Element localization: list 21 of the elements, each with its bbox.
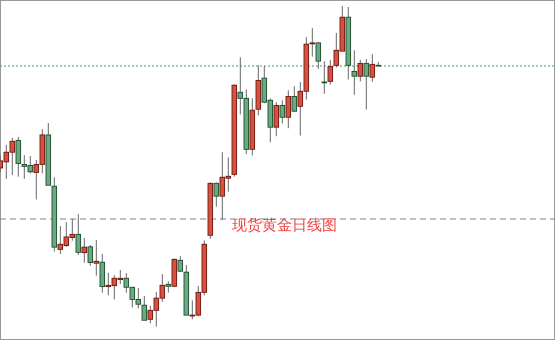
- candlestick: [286, 90, 292, 129]
- candlestick: [280, 100, 286, 124]
- candlestick: [370, 54, 376, 82]
- candlestick: [88, 244, 94, 266]
- candlestick: [214, 182, 220, 208]
- annotation: 现货黄金日线图: [232, 216, 337, 234]
- candlestick: [328, 59, 334, 86]
- candlestick: [352, 50, 358, 96]
- candlestick: [274, 102, 280, 137]
- candlestick: [76, 214, 82, 256]
- candlestick: [94, 240, 100, 276]
- candlestick: [142, 295, 148, 321]
- candlestick: [364, 58, 370, 110]
- candlestick: [82, 237, 88, 264]
- candlestick: [316, 41, 322, 70]
- candlestick: [322, 60, 328, 94]
- candlestick: [166, 280, 172, 294]
- candlestick: [178, 256, 184, 273]
- candlestick: [16, 136, 22, 178]
- candlestick: [358, 59, 364, 82]
- candlestick: [292, 86, 298, 113]
